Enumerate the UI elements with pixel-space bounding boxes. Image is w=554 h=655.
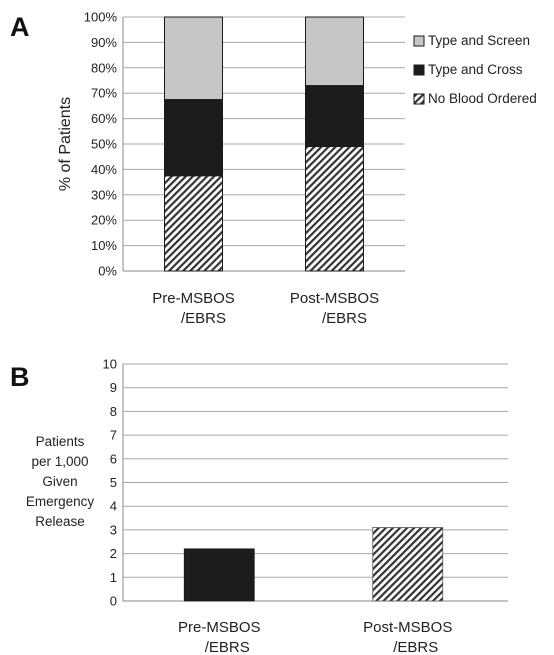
legend-label: No Blood Ordered <box>428 91 537 106</box>
panel-b-y-tick-labels: 0 1 2 3 4 5 6 7 8 9 10 <box>103 357 117 609</box>
bar-segment-no-blood-ordered <box>164 175 223 272</box>
panel-b: B 0 1 2 3 4 5 6 7 8 9 10 Pre-MSBOS/EBRS Post-MSBOS /… <box>10 357 508 655</box>
panel-a-bars <box>164 16 364 272</box>
panel-a-legend: Type and Screen Type and Cross No Blood Or… <box>413 33 537 106</box>
panel-b-bars <box>183 527 444 602</box>
y-tick-label: 70% <box>91 86 117 101</box>
bar-segment-no-blood-ordered <box>305 146 364 272</box>
y-tick-label: 2 <box>110 546 117 561</box>
y-tick-label: 6 <box>110 451 117 466</box>
y-tick-label: 50% <box>91 137 117 152</box>
y-tick-label: 7 <box>110 428 117 443</box>
x-category-label: Post-MSBOS/EBRS <box>290 290 379 327</box>
y-tick-label: 40% <box>91 162 117 177</box>
panel-a-letter: A <box>10 12 30 42</box>
y-tick-label: 0 <box>110 594 117 609</box>
legend-swatch <box>413 64 425 76</box>
legend-swatch <box>413 35 425 47</box>
legend-item: Type and Screen <box>413 33 530 48</box>
y-tick-label: 60% <box>91 111 117 126</box>
panel-b-category-labels: Pre-MSBOS/EBRS Post-MSBOS/EBRS <box>178 619 452 655</box>
y-tick-label: 100% <box>84 10 118 25</box>
bar-segment-type-and-screen <box>305 16 364 87</box>
y-tick-label: 80% <box>91 60 117 75</box>
y-tick-label: 10% <box>91 238 117 253</box>
bar-segment-type-and-cross <box>164 99 223 177</box>
y-axis-title-text: Patients per 1,000 Given Emergency Release <box>26 434 95 529</box>
bar-segment-type-and-screen <box>164 16 223 101</box>
y-tick-label: 10 <box>103 357 117 372</box>
y-tick-label: 8 <box>110 404 117 419</box>
y-tick-label: 90% <box>91 35 117 50</box>
bar <box>372 527 444 602</box>
y-tick-label: 5 <box>110 475 117 490</box>
y-tick-label: 3 <box>110 522 117 537</box>
x-category-label: Pre-MSBOS/EBRS <box>178 619 261 655</box>
legend-swatch <box>413 93 425 105</box>
panel-b-letter: B <box>10 362 30 392</box>
panel-a-y-axis-title: % of Patients <box>57 97 74 191</box>
panel-a-category-labels: Pre-MSBOS/EBRS Post-MSBOS/EBRS <box>152 290 379 327</box>
panel-b-y-axis-title: Patients per 1,000 Given Emergency Release <box>26 434 95 529</box>
y-tick-label: 1 <box>110 570 117 585</box>
y-tick-label: 4 <box>110 499 117 514</box>
panel-a-y-tick-labels: 0% 10% 20% 30% 40% 50% 60% 70% 80% 90% 100% <box>84 10 118 279</box>
y-tick-label: 30% <box>91 187 117 202</box>
x-category-label: Post-MSBOS/EBRS <box>363 619 452 655</box>
legend-label: Type and Screen <box>428 33 530 48</box>
legend-label: Type and Cross <box>428 62 523 77</box>
x-category-label: Pre-MSBOS/EBRS <box>152 290 235 327</box>
y-tick-label: 9 <box>110 380 117 395</box>
bar <box>183 548 255 602</box>
legend-item: No Blood Ordered <box>413 91 537 106</box>
y-tick-label: 20% <box>91 213 117 228</box>
panel-a: A 0% 10% 20% 30% 40% 50% 60% 70% 80% 90% 100% Pre-… <box>10 10 537 328</box>
bar-segment-type-and-cross <box>305 85 364 148</box>
panel-b-gridlines <box>122 363 508 602</box>
legend-item: Type and Cross <box>413 62 523 77</box>
y-tick-label: 0% <box>98 264 117 279</box>
